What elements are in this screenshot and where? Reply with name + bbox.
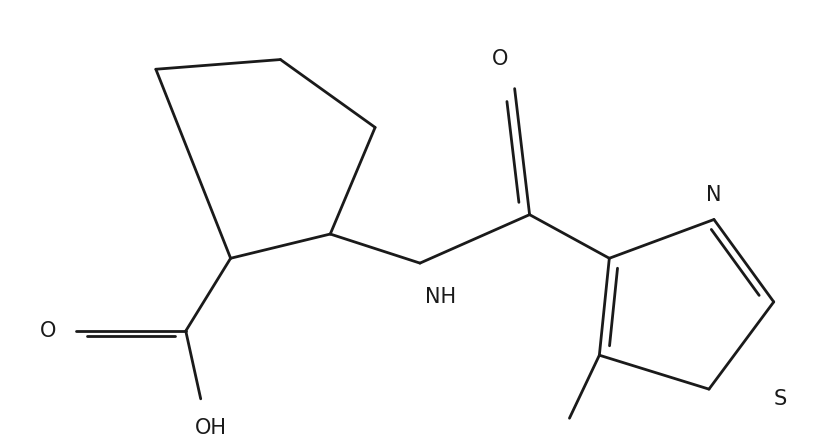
Text: NH: NH: [425, 287, 456, 307]
Text: O: O: [40, 321, 56, 341]
Text: S: S: [774, 389, 787, 409]
Text: O: O: [492, 49, 508, 69]
Text: N: N: [706, 185, 721, 205]
Text: OH: OH: [194, 418, 226, 438]
